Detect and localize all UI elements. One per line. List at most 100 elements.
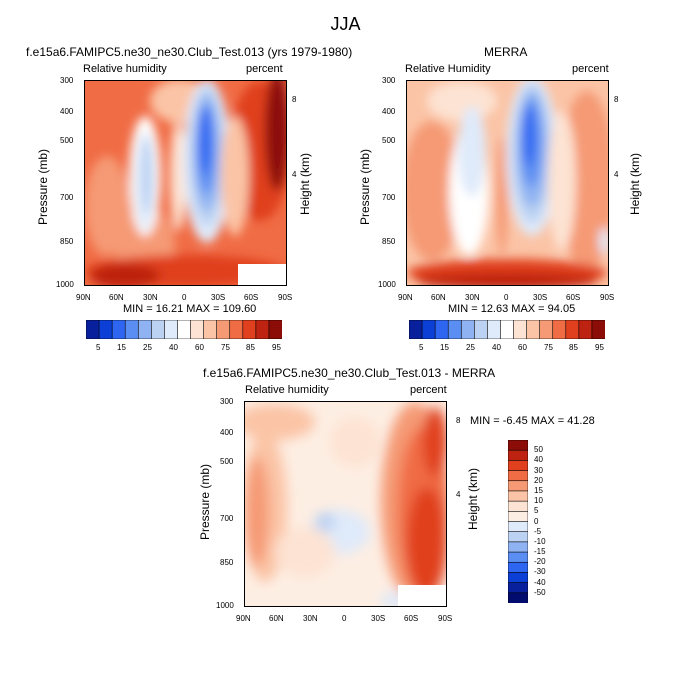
panel2-blob (427, 81, 497, 121)
colorbar-label: 5 (534, 506, 539, 516)
main-title: JJA (330, 14, 361, 34)
y-tick: 300 (382, 76, 396, 85)
x-tick: 30N (465, 293, 480, 302)
colorbar-swatch (421, 320, 436, 339)
y-right-tick: 4 (456, 490, 461, 499)
colorbar-swatch (508, 561, 528, 574)
panel1-ylabel: Pressure (mb) (36, 148, 50, 225)
colorbar-swatch (229, 320, 244, 339)
panel3-colorbar (508, 440, 528, 603)
colorbar-swatch (508, 582, 528, 594)
panel1-colorbar (86, 320, 282, 339)
panel3-contour-plot (244, 401, 447, 607)
colorbar-swatch (552, 320, 567, 339)
colorbar-swatch (86, 320, 100, 339)
x-tick: 90N (76, 293, 91, 302)
colorbar-swatch (242, 320, 257, 339)
colorbar-swatch (124, 320, 139, 339)
y-tick: 300 (220, 397, 234, 406)
x-tick: 90N (236, 614, 251, 623)
colorbar-label: -15 (534, 547, 546, 557)
colorbar-swatch (137, 320, 152, 339)
y-tick: 400 (60, 107, 74, 116)
x-tick: 60S (244, 293, 259, 302)
colorbar-label: 15 (440, 343, 449, 352)
colorbar-swatch (508, 541, 528, 553)
x-tick: 90N (398, 293, 413, 302)
colorbar-swatch (255, 320, 270, 339)
y-right-tick: 4 (292, 170, 297, 179)
colorbar-label: 50 (534, 445, 543, 455)
x-tick: 90S (438, 614, 453, 623)
panel3-blob (407, 487, 446, 597)
colorbar-swatch (578, 320, 593, 339)
x-tick: 30S (211, 293, 226, 302)
panel1-blob (141, 138, 153, 214)
colorbar-swatch (508, 460, 528, 472)
colorbar-label: 30 (534, 465, 543, 475)
colorbar-label: 40 (534, 455, 543, 465)
panel2-blob (523, 106, 535, 166)
panel2-stats: MIN = 12.63 MAX = 94.05 (448, 303, 576, 315)
panel3-stats: MIN = -6.45 MAX = 41.28 (470, 415, 595, 427)
y-tick: 300 (60, 76, 74, 85)
colorbar-label: -40 (534, 577, 546, 587)
panel3-units-label: percent (410, 384, 447, 396)
panel3-blob (245, 457, 269, 567)
x-tick: 60N (109, 293, 124, 302)
colorbar-label: 85 (569, 343, 578, 352)
x-tick: 0 (504, 293, 509, 302)
x-tick: 60N (269, 614, 284, 623)
colorbar-label: 40 (492, 343, 501, 352)
colorbar-label: 25 (143, 343, 152, 352)
colorbar-label: 60 (195, 343, 204, 352)
panel3-blob (330, 417, 380, 467)
colorbar-swatch (508, 592, 528, 603)
colorbar-label: 75 (221, 343, 230, 352)
panel2-blob (599, 227, 608, 255)
panel3-ylabel-right: Height (km) (466, 467, 480, 530)
panel2-blob (407, 121, 462, 261)
colorbar-swatch (508, 572, 528, 584)
x-tick: 30S (533, 293, 548, 302)
y-right-tick: 8 (614, 95, 619, 104)
panel3-missing-data (398, 585, 446, 606)
colorbar-swatch (508, 500, 528, 512)
colorbar-swatch (447, 320, 462, 339)
y-tick: 700 (220, 514, 234, 523)
panel2-ylabel-right: Height (km) (628, 152, 642, 215)
y-right-tick: 4 (614, 170, 619, 179)
panel1-contour-plot (84, 80, 287, 286)
colorbar-swatch (98, 320, 113, 339)
panel1-units-label: percent (246, 63, 283, 75)
panel2-ylabel: Pressure (mb) (358, 148, 372, 225)
y-right-tick: 8 (292, 95, 297, 104)
panel2-contour-plot (406, 80, 609, 286)
colorbar-swatch (474, 320, 489, 339)
panel1-blob (90, 264, 160, 285)
colorbar-label: 0 (534, 516, 539, 526)
colorbar-swatch (409, 320, 423, 339)
panel2-blob (458, 106, 486, 196)
panel3-variable-label: Relative humidity (245, 384, 329, 396)
colorbar-swatch (460, 320, 475, 339)
colorbar-swatch (513, 320, 528, 339)
y-tick: 700 (382, 193, 396, 202)
colorbar-label: 5 (419, 343, 424, 352)
x-tick: 30N (303, 614, 318, 623)
panel3-title: f.e15a6.FAMIPC5.ne30_ne30.Club_Test.013 … (203, 366, 496, 380)
panel1-missing-data (238, 264, 286, 285)
y-right-tick: 8 (456, 416, 461, 425)
y-tick: 1000 (216, 601, 234, 610)
colorbar-swatch (565, 320, 580, 339)
colorbar-swatch (508, 551, 528, 563)
x-tick: 60S (566, 293, 581, 302)
panel3-blob (275, 527, 335, 577)
x-tick: 60S (404, 614, 419, 623)
colorbar-swatch (177, 320, 192, 339)
colorbar-swatch (508, 490, 528, 502)
colorbar-swatch (487, 320, 502, 339)
colorbar-label: 60 (518, 343, 527, 352)
x-tick: 90S (600, 293, 615, 302)
x-tick: 0 (342, 614, 347, 623)
